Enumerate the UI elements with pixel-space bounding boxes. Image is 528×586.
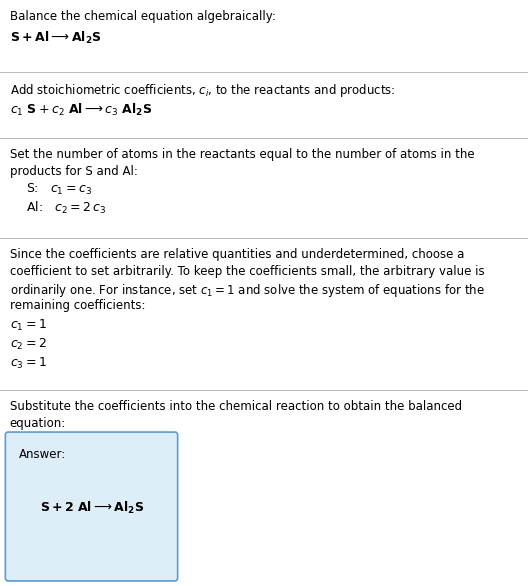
Text: $c_2 = 2$: $c_2 = 2$ <box>10 337 46 352</box>
Text: ordinarily one. For instance, set $c_1 = 1$ and solve the system of equations fo: ordinarily one. For instance, set $c_1 =… <box>10 282 484 299</box>
Text: S:   $c_1 = c_3$: S: $c_1 = c_3$ <box>26 182 92 197</box>
Text: Set the number of atoms in the reactants equal to the number of atoms in the: Set the number of atoms in the reactants… <box>10 148 474 161</box>
Text: Since the coefficients are relative quantities and underdetermined, choose a: Since the coefficients are relative quan… <box>10 248 464 261</box>
Text: products for S and Al:: products for S and Al: <box>10 165 137 178</box>
Text: Balance the chemical equation algebraically:: Balance the chemical equation algebraica… <box>10 10 276 23</box>
FancyBboxPatch shape <box>5 432 177 581</box>
Text: $c_1 = 1$: $c_1 = 1$ <box>10 318 46 333</box>
Text: $\mathbf{S + 2\ Al} \longrightarrow \mathbf{Al_2S}$: $\mathbf{S + 2\ Al} \longrightarrow \mat… <box>40 500 144 516</box>
Text: remaining coefficients:: remaining coefficients: <box>10 299 145 312</box>
Text: Add stoichiometric coefficients, $c_i$, to the reactants and products:: Add stoichiometric coefficients, $c_i$, … <box>10 82 395 99</box>
Text: $\mathbf{S + Al} \longrightarrow \mathbf{Al_2S}$: $\mathbf{S + Al} \longrightarrow \mathbf… <box>10 30 101 46</box>
Text: $c_1\ \mathbf{S} + c_2\ \mathbf{Al} \longrightarrow c_3\ \mathbf{Al_2S}$: $c_1\ \mathbf{S} + c_2\ \mathbf{Al} \lon… <box>10 102 152 118</box>
Text: Al:   $c_2 = 2\,c_3$: Al: $c_2 = 2\,c_3$ <box>26 200 107 216</box>
Text: equation:: equation: <box>10 417 66 430</box>
Text: $c_3 = 1$: $c_3 = 1$ <box>10 356 46 371</box>
Text: Substitute the coefficients into the chemical reaction to obtain the balanced: Substitute the coefficients into the che… <box>10 400 461 413</box>
Text: Answer:: Answer: <box>18 448 66 461</box>
Text: coefficient to set arbitrarily. To keep the coefficients small, the arbitrary va: coefficient to set arbitrarily. To keep … <box>10 265 484 278</box>
